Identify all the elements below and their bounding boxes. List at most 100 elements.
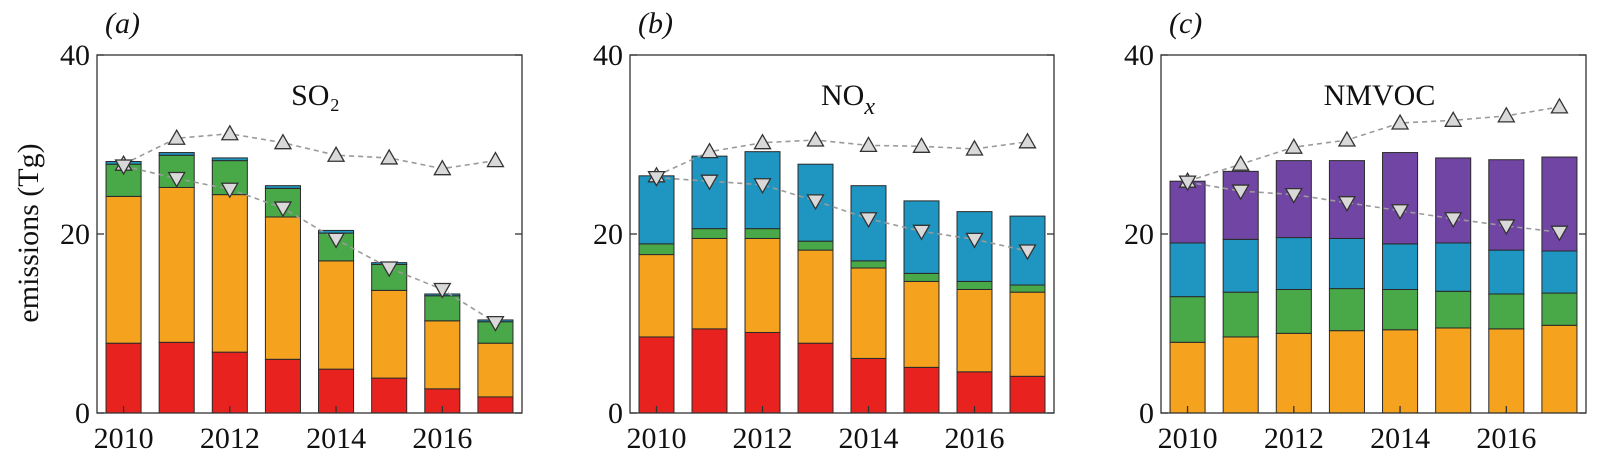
bar-segment [371,289,408,379]
triangle-up-marker [700,142,719,159]
bar-segment [850,357,887,414]
bar-segment [903,280,940,368]
y-tick-label: 0 [75,397,90,430]
bar-segment [318,260,355,370]
y-tick-label: 20 [60,218,90,251]
bar-segment [105,342,142,414]
triangle-down-marker [806,194,825,211]
y-tick-label: 40 [60,39,90,72]
triangle-down-marker [486,315,505,332]
bar-segment [638,175,675,245]
bar-segment [1169,296,1206,343]
panel-title: NMVOC [1324,79,1436,112]
bar-segment [158,152,195,156]
bar-segment [1488,328,1525,414]
triangle-down-marker [965,232,984,249]
bar-segment [956,288,993,373]
triangle-down-marker [433,282,452,299]
bar-segment [850,267,887,359]
triangle-down-marker [220,182,239,199]
triangle-up-marker [273,133,293,150]
triangle-up-marker [433,159,452,176]
bar-segment [158,186,195,343]
bar-segment [956,280,993,290]
bar-segment [1435,157,1472,244]
triangle-down-marker [167,171,186,188]
triangle-down-marker [1390,204,1410,221]
triangle-up-marker [220,124,239,141]
bar-segment [371,377,408,414]
bar-segment [424,295,461,322]
bar-segment [211,351,248,414]
panel-title: NOx [821,79,875,120]
bar-segment [1222,238,1259,293]
triangle-up-marker [1018,132,1037,149]
bar-segment [1382,329,1419,414]
bar-segment [1488,249,1525,295]
bar-segment [691,155,728,230]
bar-segment [1382,288,1419,331]
triangle-up-marker [486,151,505,168]
bar-segment [1328,330,1365,414]
x-tick-label: 2016 [945,422,1005,455]
y-axis-label: emissions (Tg) [12,143,45,322]
x-tick-label: 2014 [839,422,899,455]
bar-segment [1541,250,1578,294]
bar-segment [1009,375,1046,414]
bar-segment [797,342,834,414]
triangle-down-marker [1178,175,1197,192]
bar-segment [744,237,781,333]
bar-segment [158,341,195,414]
bar-segment [1382,243,1419,290]
bar-segment [477,396,514,414]
bar-segment [1275,237,1312,290]
trend-down-line [123,165,496,324]
bar-segment [1328,237,1365,290]
bar-segment [691,328,728,414]
y-tick-label: 20 [593,218,623,251]
bar-segment [903,366,940,414]
bar-segment [264,216,301,360]
bar-segment [1009,284,1046,293]
bar-segment [638,243,675,256]
triangle-up-marker [1497,106,1516,123]
bar-segment [318,368,355,414]
bar-segment [797,249,834,344]
trend-up-line [656,139,1028,177]
triangle-up-marker [965,139,984,156]
triangle-down-marker [380,261,399,278]
x-tick-label: 2016 [1476,422,1536,455]
triangle-down-marker [1497,219,1516,236]
y-tick-label: 0 [1139,397,1154,430]
bar-segment [105,195,142,344]
bar-segment [691,228,728,239]
x-tick-label: 2010 [627,422,687,455]
bar-segment [1488,159,1525,251]
bar-segment [1328,288,1365,332]
trend-up-line [123,132,496,170]
x-tick-label: 2012 [1264,422,1324,455]
x-tick-label: 2010 [94,422,154,455]
panel-1: 0 20 40 2010 2012 2014 2016 (a) SO₂ [60,7,523,455]
x-tick-label: 2012 [733,422,793,455]
triangle-down-marker [1231,184,1250,201]
triangle-up-marker [1550,97,1569,114]
triangle-up-marker [1337,130,1357,147]
triangle-down-marker [1337,196,1357,212]
x-tick-label: 2010 [1158,422,1218,455]
triangle-up-marker [380,148,399,165]
triangle-down-marker [912,224,931,241]
triangle-down-marker [1550,225,1569,242]
y-tick-label: 40 [1124,39,1154,72]
bar-segment [264,358,301,414]
bar-segment [1541,324,1578,414]
triangle-up-marker [1284,137,1303,154]
triangle-up-marker [167,128,186,145]
bar-segment [1169,341,1206,414]
x-tick-label: 2014 [306,422,366,455]
panel-title-subscript: x [863,94,875,120]
bar-segment [1275,332,1312,414]
bar-segment [691,237,728,330]
